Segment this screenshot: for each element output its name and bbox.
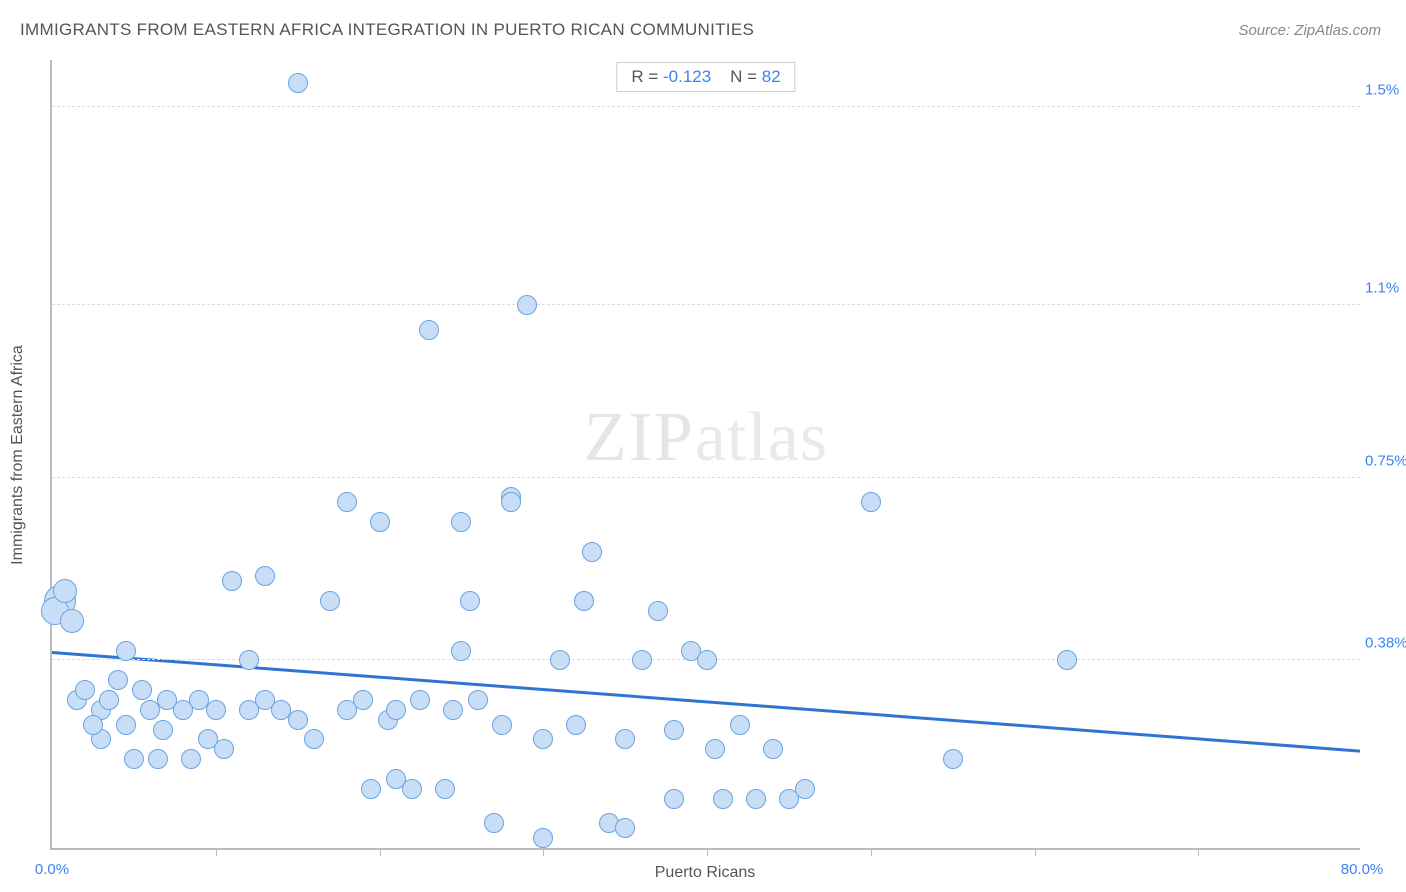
data-point — [239, 650, 259, 670]
x-axis-label: Puerto Ricans — [655, 864, 756, 882]
data-point — [451, 512, 471, 532]
data-point — [943, 749, 963, 769]
data-point — [198, 729, 218, 749]
y-tick-label: 1.5% — [1365, 82, 1406, 99]
x-tick — [543, 848, 544, 856]
x-max-label: 80.0% — [1341, 861, 1384, 878]
data-point — [83, 715, 103, 735]
data-point — [60, 609, 84, 633]
data-point — [615, 818, 635, 838]
data-point — [468, 690, 488, 710]
data-point — [124, 749, 144, 769]
watermark-part2: atlas — [695, 399, 828, 476]
data-point — [75, 680, 95, 700]
x-tick — [380, 848, 381, 856]
data-point — [337, 492, 357, 512]
data-point — [288, 710, 308, 730]
data-point — [304, 729, 324, 749]
x-tick — [216, 848, 217, 856]
data-point — [615, 729, 635, 749]
data-point — [1057, 650, 1077, 670]
data-point — [148, 749, 168, 769]
y-tick-label: 0.75% — [1365, 452, 1406, 469]
data-point — [386, 700, 406, 720]
data-point — [443, 700, 463, 720]
r-value: -0.123 — [663, 67, 711, 86]
data-point — [288, 73, 308, 93]
data-point — [861, 492, 881, 512]
stats-box: R = -0.123 N = 82 — [616, 62, 795, 92]
x-tick — [871, 848, 872, 856]
n-label: N = — [730, 67, 757, 86]
data-point — [713, 789, 733, 809]
data-point — [108, 670, 128, 690]
x-tick — [707, 848, 708, 856]
x-min-label: 0.0% — [35, 861, 69, 878]
data-point — [533, 729, 553, 749]
data-point — [582, 542, 602, 562]
scatter-chart: ZIPatlas R = -0.123 N = 82 0.38%0.75%1.1… — [50, 60, 1360, 850]
data-point — [460, 591, 480, 611]
data-point — [419, 320, 439, 340]
data-point — [222, 571, 242, 591]
data-point — [206, 700, 226, 720]
gridline — [52, 477, 1360, 478]
gridline — [52, 304, 1360, 305]
data-point — [361, 779, 381, 799]
r-label: R = — [631, 67, 658, 86]
chart-title: IMMIGRANTS FROM EASTERN AFRICA INTEGRATI… — [20, 20, 754, 40]
data-point — [533, 828, 553, 848]
data-point — [320, 591, 340, 611]
data-point — [353, 690, 373, 710]
data-point — [116, 641, 136, 661]
watermark-part1: ZIP — [584, 399, 695, 476]
data-point — [566, 715, 586, 735]
data-point — [632, 650, 652, 670]
plot-area: ZIPatlas R = -0.123 N = 82 0.38%0.75%1.1… — [50, 60, 1360, 850]
y-tick-label: 0.38% — [1365, 635, 1406, 652]
data-point — [795, 779, 815, 799]
data-point — [435, 779, 455, 799]
data-point — [132, 680, 152, 700]
data-point — [746, 789, 766, 809]
data-point — [451, 641, 471, 661]
data-point — [517, 295, 537, 315]
n-value: 82 — [762, 67, 781, 86]
data-point — [697, 650, 717, 670]
data-point — [255, 566, 275, 586]
data-point — [648, 601, 668, 621]
data-point — [53, 579, 77, 603]
trend-line — [52, 60, 1360, 848]
data-point — [484, 813, 504, 833]
y-axis-label: Immigrants from Eastern Africa — [9, 345, 27, 565]
data-point — [492, 715, 512, 735]
data-point — [402, 779, 422, 799]
data-point — [550, 650, 570, 670]
data-point — [730, 715, 750, 735]
data-point — [763, 739, 783, 759]
data-point — [181, 749, 201, 769]
data-point — [664, 789, 684, 809]
data-point — [153, 720, 173, 740]
gridline — [52, 106, 1360, 107]
data-point — [501, 492, 521, 512]
y-tick-label: 1.1% — [1365, 279, 1406, 296]
data-point — [370, 512, 390, 532]
watermark: ZIPatlas — [584, 398, 828, 478]
x-tick — [1035, 848, 1036, 856]
x-tick — [1198, 848, 1199, 856]
source-attribution: Source: ZipAtlas.com — [1238, 22, 1381, 39]
data-point — [705, 739, 725, 759]
data-point — [574, 591, 594, 611]
data-point — [116, 715, 136, 735]
data-point — [664, 720, 684, 740]
data-point — [410, 690, 430, 710]
data-point — [99, 690, 119, 710]
